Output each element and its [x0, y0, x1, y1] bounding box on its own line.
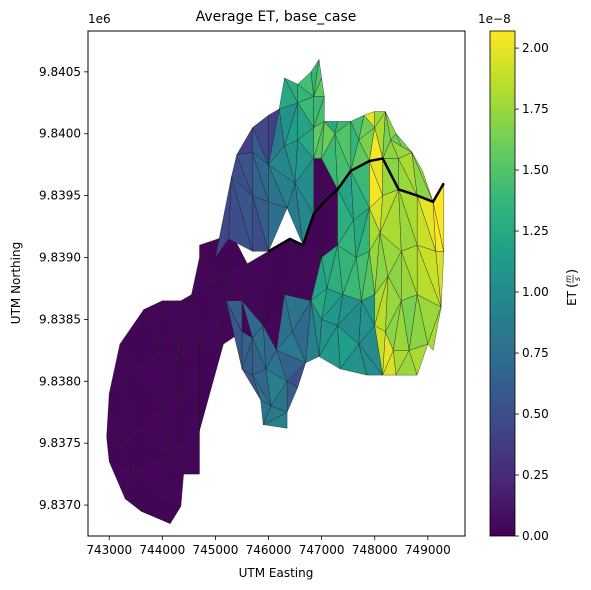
colorbar-tick-label: 0.25 [522, 468, 549, 482]
colorbar-ticks: 0.00 0.25 0.50 0.75 1.00 1.25 1.50 1.75 2.00 [515, 41, 549, 543]
mesh-cell-199 [427, 306, 442, 351]
mesh-cell-37 [180, 343, 200, 394]
x-tick-label: 748000 [352, 543, 398, 557]
mesh-cell-108 [313, 96, 325, 128]
colorbar [489, 30, 516, 537]
y-tick-label: 9.8405 [39, 65, 81, 79]
mesh-cell-21 [140, 509, 171, 524]
colorbar-tick-label: 0.50 [522, 407, 549, 421]
colorbar-tick-label: 1.25 [522, 224, 549, 238]
x-tick-label: 746000 [246, 543, 292, 557]
mesh-cell-46 [199, 238, 219, 258]
colorbar-label-main: ET [565, 290, 579, 306]
y-tick-label: 9.8395 [39, 189, 81, 203]
mesh-cell-179 [374, 111, 386, 129]
colorbar-label-paren-close: ) [565, 269, 580, 274]
mesh-cell-227 [395, 133, 413, 153]
y-axis: 9.8370 9.8375 9.8380 9.8385 9.8390 9.8395 9.84… [39, 65, 88, 512]
mesh-layer [106, 59, 445, 525]
y-tick-label: 9.8375 [39, 436, 81, 450]
mesh-cell-116 [334, 121, 352, 135]
stream-line [267, 157, 445, 253]
colorbar-label-denominator: s [573, 277, 582, 281]
x-tick-label: 749000 [405, 543, 451, 557]
colorbar-label-numerator: m [564, 275, 573, 283]
chart-title: Average ET, base_case [196, 9, 357, 25]
mesh-cell-11 [108, 461, 137, 500]
x-axis-label: UTM Easting [239, 566, 314, 580]
colorbar-tick-label: 0.00 [522, 529, 549, 543]
y-tick-label: 9.8380 [39, 374, 81, 388]
mesh-cell-94 [294, 157, 314, 215]
plot-frame [87, 30, 466, 537]
y-tick-label: 9.8400 [39, 127, 81, 141]
mesh-cell-172 [241, 300, 264, 339]
y-axis-offset-label: 1e6 [88, 12, 111, 26]
mesh-cell-52 [225, 232, 248, 271]
x-tick-label: 744000 [139, 543, 185, 557]
y-tick-label: 9.8390 [39, 251, 81, 265]
x-tick-label: 747000 [299, 543, 345, 557]
colorbar-tick-label: 1.75 [522, 102, 549, 116]
colorbar-label-paren-open: ( [565, 283, 580, 288]
colorbar-tick-label: 0.75 [522, 346, 549, 360]
mesh-cell-50 [217, 269, 227, 345]
mesh-cell-147 [358, 343, 384, 376]
x-axis: 743000 744000 745000 746000 747000 748000 7490… [86, 536, 451, 557]
colorbar-offset-label: 1e−8 [478, 12, 511, 26]
mesh-cell-169 [262, 411, 288, 429]
colorbar-tick-label: 1.50 [522, 163, 549, 177]
colorbar-tick-label: 1.00 [522, 285, 549, 299]
x-tick-label: 745000 [193, 543, 239, 557]
y-tick-label: 9.8370 [39, 498, 81, 512]
x-tick-label: 743000 [86, 543, 132, 557]
y-axis-label: UTM Northing [9, 242, 23, 324]
colorbar-tick-label: 2.00 [522, 41, 549, 55]
y-tick-label: 9.8385 [39, 312, 81, 326]
mesh-cell-110 [313, 121, 325, 159]
mesh-cell-221 [411, 152, 434, 202]
colorbar-label: ET ( m s ) [564, 269, 582, 306]
mesh-cell-171 [225, 300, 243, 332]
mesh-cell-39 [180, 430, 200, 475]
